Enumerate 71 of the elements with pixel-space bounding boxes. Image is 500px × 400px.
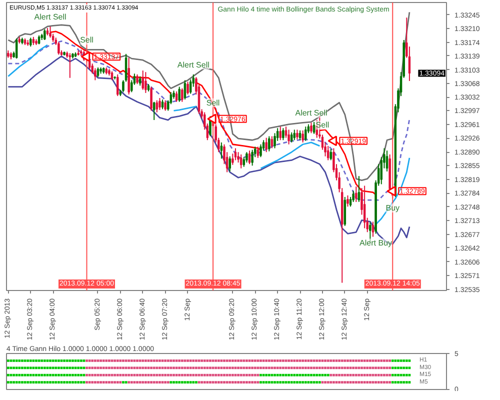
candlestick — [316, 120, 318, 138]
line-series — [7, 11, 410, 182]
annotation: Alert Buy — [360, 238, 392, 248]
candlestick — [352, 190, 354, 202]
candlestick — [184, 80, 186, 100]
annotation: Alert Sell — [295, 108, 328, 118]
point — [386, 186, 396, 196]
candlestick — [326, 145, 330, 161]
candlestick — [158, 97, 161, 110]
candlestick — [296, 129, 298, 140]
candlestick — [116, 74, 119, 97]
candlestick — [240, 154, 242, 169]
candlestick — [268, 136, 270, 152]
candlestick — [290, 132, 293, 143]
candlestick — [256, 146, 260, 158]
candlestick — [355, 186, 358, 202]
candlestick — [220, 142, 223, 160]
candlestick — [175, 90, 178, 102]
candlestick — [386, 150, 388, 172]
annotation: Sell — [316, 120, 330, 130]
candlestick — [358, 176, 360, 202]
candlestick — [181, 88, 184, 102]
candlestick — [270, 136, 274, 149]
candlestick — [96, 66, 100, 78]
candlestick — [293, 129, 296, 141]
candlestick — [15, 38, 18, 60]
candlestick — [209, 116, 212, 137]
candlestick — [49, 26, 52, 38]
candlestick — [178, 86, 180, 102]
annotation: Alert Sell — [177, 60, 210, 70]
candlestick — [68, 52, 72, 78]
candlestick — [144, 72, 147, 94]
candlestick — [152, 101, 156, 121]
candlestick — [248, 150, 251, 165]
candlestick — [156, 100, 158, 113]
point — [207, 114, 216, 124]
candlestick — [128, 57, 130, 96]
annotation: Sell — [80, 36, 94, 45]
candlestick — [251, 149, 254, 166]
candlestick — [260, 144, 262, 158]
candlestick — [189, 78, 192, 94]
candlestick — [44, 28, 46, 40]
candlestick — [282, 128, 284, 141]
point — [80, 51, 90, 62]
candlestick — [312, 121, 316, 134]
candlestick — [164, 100, 166, 112]
candlestick — [228, 156, 231, 172]
candlestick — [346, 194, 349, 208]
annotation: Alert Sell — [34, 12, 67, 22]
candlestick — [363, 185, 366, 229]
candlestick — [186, 81, 189, 96]
candlestick — [138, 76, 142, 86]
candlestick — [304, 126, 307, 142]
candlestick — [265, 137, 268, 153]
annotation: Buy — [386, 203, 400, 212]
candlestick — [302, 130, 304, 143]
candlestick — [279, 126, 282, 141]
candlestick — [150, 86, 152, 112]
candlestick — [94, 68, 96, 81]
candlestick — [330, 148, 332, 161]
candlestick — [310, 122, 312, 134]
candlestick — [161, 99, 164, 110]
candlestick — [372, 221, 374, 238]
candlestick — [58, 41, 60, 56]
candlestick — [234, 148, 237, 161]
candlestick — [142, 70, 144, 90]
point — [328, 136, 338, 146]
candlestick — [288, 129, 290, 145]
candlestick — [88, 58, 91, 70]
candlestick — [136, 74, 138, 85]
candlestick — [246, 152, 248, 164]
